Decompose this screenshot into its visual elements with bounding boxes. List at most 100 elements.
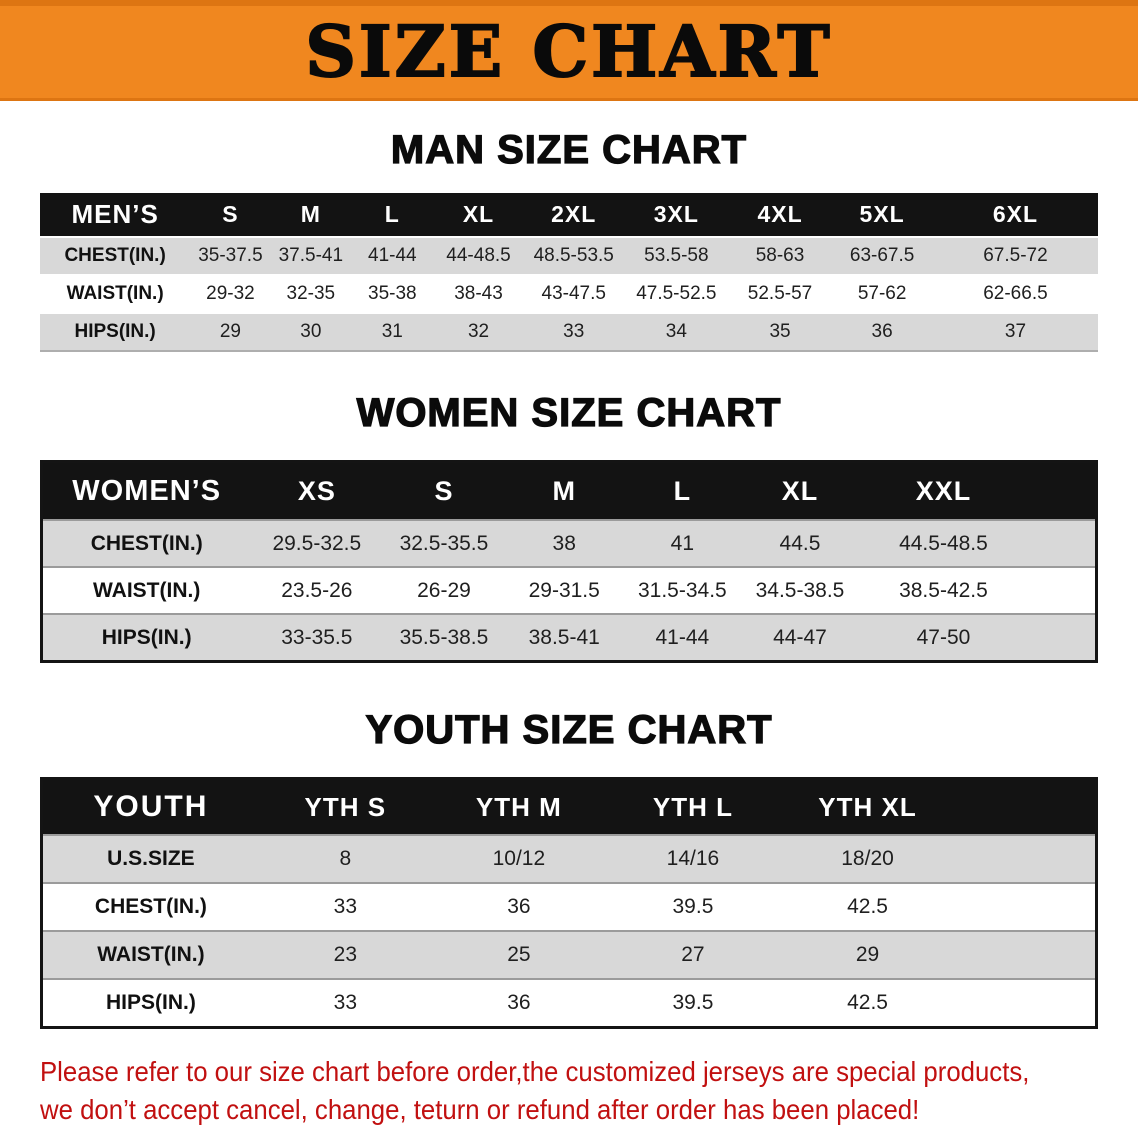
youth-hips-row: HIPS(IN.) 33 36 39.5 42.5 — [41, 979, 1097, 1028]
data-cell: 44-48.5 — [433, 237, 524, 275]
size-header-cell: M — [504, 461, 624, 520]
data-cell: 41-44 — [351, 237, 434, 275]
data-cell: 53.5-58 — [623, 237, 729, 275]
data-cell: 47.5-52.5 — [636, 283, 717, 304]
row-label: WAIST(IN.) — [93, 578, 201, 602]
data-cell: 38 — [504, 520, 624, 567]
youth-header-row: YOUTH YTH S YTH M YTH L YTH XL — [41, 778, 1097, 835]
data-cell: 57-62 — [857, 283, 907, 304]
size-header-cell: L — [351, 193, 434, 237]
data-cell: 63-67.5 — [831, 237, 933, 275]
row-label: HIPS(IN.) — [105, 991, 196, 1014]
data-cell: 32.5-35.5 — [383, 520, 505, 567]
banner-title: SIZE CHART — [304, 10, 833, 93]
data-cell: 44.5 — [740, 520, 860, 567]
data-cell: 32 — [433, 313, 524, 351]
women-chest-row: CHEST(IN.) 29.5-32.5 32.5-35.5 38 41 44.… — [41, 520, 1097, 567]
size-header-cell: L — [623, 461, 741, 520]
data-cell: 37 — [932, 313, 1098, 351]
size-header-cell: S — [383, 461, 505, 520]
data-cell: 35-37.5 — [190, 237, 271, 275]
spacer-cell — [1027, 614, 1097, 662]
data-cell: 14/16 — [605, 835, 780, 883]
data-cell: 35-38 — [368, 283, 417, 304]
data-cell: 41-44 — [623, 614, 741, 662]
data-cell: 29-32 — [206, 283, 255, 304]
size-header-cell: 5XL — [831, 193, 933, 237]
data-cell: 29 — [190, 313, 271, 351]
women-header-row: WOMEN’S XS S M L XL XXL — [41, 461, 1097, 520]
data-cell: 8 — [258, 835, 432, 883]
data-cell: 29-31.5 — [528, 578, 600, 602]
data-cell: 37.5-41 — [270, 237, 352, 275]
spacer-cell — [1028, 567, 1097, 614]
data-cell: 23 — [258, 931, 432, 979]
spacer-cell — [955, 931, 1097, 979]
youth-ussize-row: U.S.SIZE 8 10/12 14/16 18/20 — [41, 835, 1097, 883]
men-waist-row: WAIST(IN.) 29-32 32-35 35-38 38-43 43-47… — [40, 275, 1098, 313]
data-cell: 36 — [507, 895, 531, 918]
row-label: HIPS(IN.) — [41, 614, 251, 662]
disclaimer-line-2: we don’t accept cancel, change, teturn o… — [40, 1093, 920, 1125]
data-cell: 35.5-38.5 — [383, 614, 505, 662]
size-header-cell: XS — [250, 461, 384, 520]
data-cell: 27 — [605, 931, 780, 979]
size-header-cell: 3XL — [623, 193, 729, 237]
youth-waist-row: WAIST(IN.) 23 25 27 29 — [41, 931, 1097, 979]
youth-chest-row: CHEST(IN.) 33 36 39.5 42.5 — [41, 883, 1097, 931]
data-cell: 31.5-34.5 — [637, 578, 727, 602]
data-cell: 26-29 — [417, 578, 471, 602]
data-cell: 42.5 — [847, 991, 888, 1014]
data-cell: 36 — [507, 991, 531, 1014]
size-header-cell: YTH XL — [779, 778, 956, 835]
men-chest-row: CHEST(IN.) 35-37.5 37.5-41 41-44 44-48.5… — [40, 237, 1098, 275]
data-cell: 25 — [431, 931, 606, 979]
data-cell: 31 — [351, 313, 434, 351]
row-label: CHEST(IN.) — [94, 895, 207, 918]
men-section-heading: MAN SIZE CHART — [390, 127, 748, 172]
data-cell: 41 — [623, 520, 741, 567]
women-section: WOMEN SIZE CHART WOMEN’S XS S M L XL XXL… — [0, 390, 1138, 663]
data-cell: 29 — [779, 931, 956, 979]
data-cell: 32-35 — [286, 283, 336, 304]
youth-section: YOUTH SIZE CHART YOUTH YTH S YTH M YTH L… — [0, 707, 1138, 1029]
data-cell: 38.5-41 — [504, 614, 624, 662]
row-label: CHEST(IN.) — [41, 520, 251, 567]
size-header-cell: XXL — [859, 461, 1028, 520]
youth-header-label: YOUTH — [41, 778, 259, 835]
data-cell: 33-35.5 — [250, 614, 384, 662]
data-cell: 34.5-38.5 — [755, 578, 845, 602]
data-cell: 52.5-57 — [747, 283, 813, 304]
data-cell: 42.5 — [847, 895, 888, 918]
size-header-cell: M — [270, 193, 352, 237]
data-cell: 30 — [270, 313, 352, 351]
size-header-cell: 4XL — [728, 193, 832, 237]
spacer-cell — [1027, 520, 1097, 567]
data-cell: 38.5-42.5 — [899, 578, 988, 602]
men-size-table: MEN’S S M L XL 2XL 3XL 4XL 5XL 6XL CHEST… — [40, 193, 1098, 352]
data-cell: 23.5-26 — [281, 578, 353, 602]
data-cell: 62-66.5 — [983, 283, 1048, 304]
spacer-cell — [1027, 461, 1097, 520]
data-cell: 58-63 — [728, 237, 832, 275]
data-cell: 34 — [623, 313, 729, 351]
women-section-heading: WOMEN SIZE CHART — [356, 390, 782, 435]
data-cell: 10/12 — [431, 835, 606, 883]
data-cell: 18/20 — [779, 835, 956, 883]
data-cell: 36 — [831, 313, 933, 351]
size-header-cell: S — [190, 193, 271, 237]
men-hips-row: HIPS(IN.) 29 30 31 32 33 34 35 36 37 — [40, 313, 1098, 351]
data-cell: 48.5-53.5 — [523, 237, 624, 275]
data-cell: 39.5 — [672, 895, 714, 918]
row-label: WAIST(IN.) — [41, 931, 259, 979]
data-cell: 44-47 — [740, 614, 860, 662]
data-cell: 43-47.5 — [541, 283, 606, 304]
men-header-row: MEN’S S M L XL 2XL 3XL 4XL 5XL 6XL — [40, 193, 1098, 237]
banner: SIZE CHART — [0, 0, 1138, 101]
spacer-cell — [955, 778, 1097, 835]
spacer-cell — [955, 979, 1096, 1028]
women-waist-row: WAIST(IN.) 23.5-26 26-29 29-31.5 31.5-34… — [41, 567, 1097, 614]
spacer-cell — [955, 883, 1096, 931]
data-cell: 33 — [333, 991, 358, 1014]
data-cell: 29.5-32.5 — [250, 520, 384, 567]
